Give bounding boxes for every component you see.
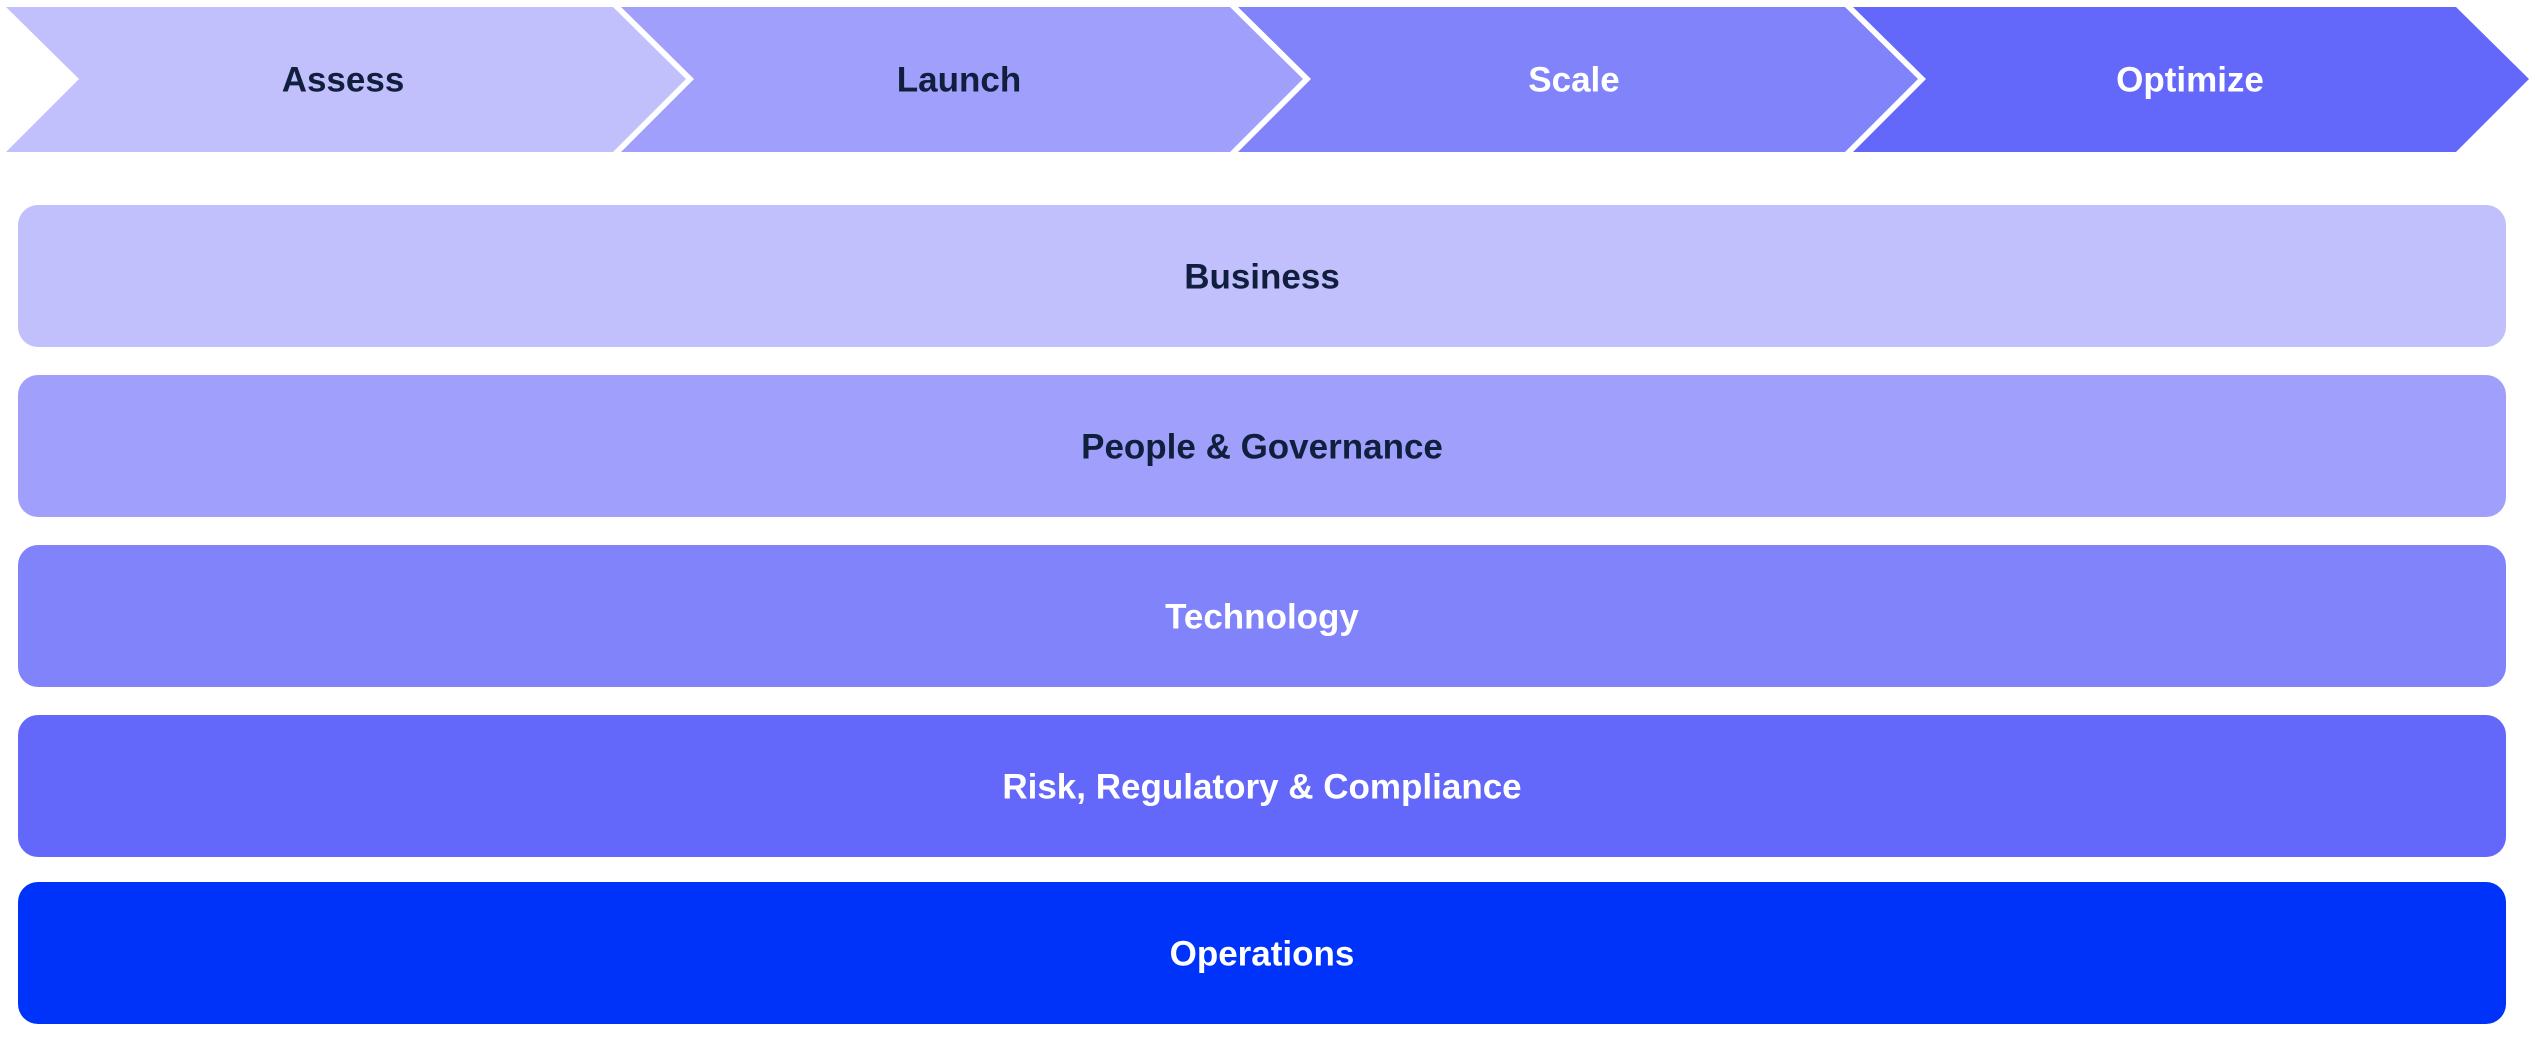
layer-technology-shape (18, 545, 2506, 687)
stage-launch-shape (621, 7, 1303, 152)
capability-layers: Business People & Governance Technology … (18, 205, 2506, 1024)
layer-operations-shape (18, 882, 2506, 1024)
layer-business-label: Business (1184, 258, 1340, 297)
layer-people-governance: People & Governance (18, 375, 2506, 517)
layer-operations: Operations (18, 882, 2506, 1024)
stage-optimize-shape (1853, 7, 2529, 152)
stage-assess: Assess (6, 7, 686, 152)
stage-assess-label: Assess (282, 61, 405, 100)
stage-assess-shape (6, 7, 686, 152)
layer-technology-label: Technology (1165, 598, 1359, 637)
stage-scale: Scale (1238, 7, 1918, 152)
layer-people-governance-shape (18, 375, 2506, 517)
layer-people-governance-label: People & Governance (1081, 428, 1443, 467)
stage-optimize-label: Optimize (2116, 61, 2264, 100)
layer-risk-regulatory-compliance-shape (18, 715, 2506, 857)
layer-risk-regulatory-compliance: Risk, Regulatory & Compliance (18, 715, 2506, 857)
stage-chevrons: Assess Launch Scale Optimize (6, 7, 2529, 152)
layer-business-shape (18, 205, 2506, 347)
layer-business: Business (18, 205, 2506, 347)
stage-scale-label: Scale (1528, 61, 1619, 100)
layer-operations-label: Operations (1170, 935, 1355, 974)
layer-technology: Technology (18, 545, 2506, 687)
stage-optimize: Optimize (1853, 7, 2529, 152)
stage-launch: Launch (621, 7, 1303, 152)
stage-launch-label: Launch (897, 61, 1021, 100)
stage-scale-shape (1238, 7, 1918, 152)
layer-risk-regulatory-compliance-label: Risk, Regulatory & Compliance (1002, 768, 1521, 807)
